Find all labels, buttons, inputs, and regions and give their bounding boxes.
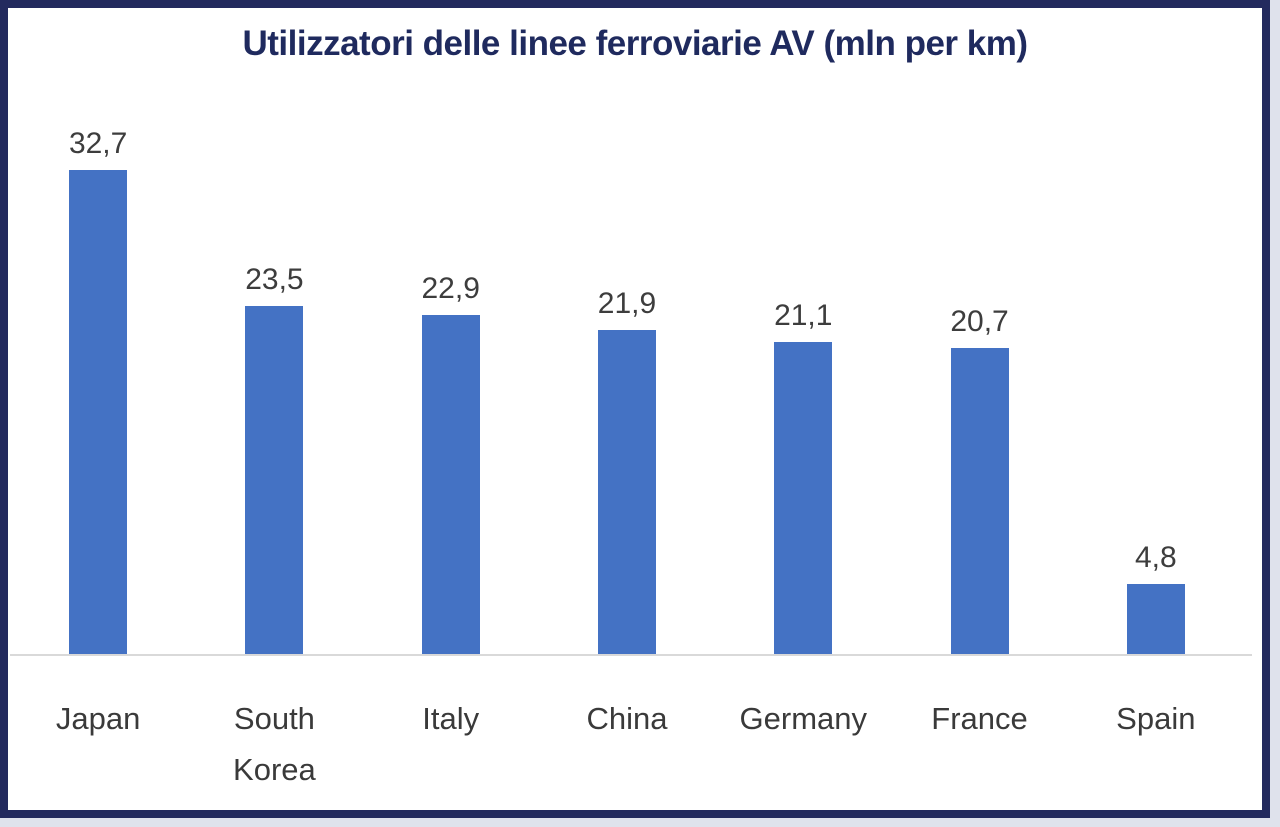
bar-japan [69,170,128,655]
page-background [0,818,1280,827]
bar-value-label: 32,7 [68,127,128,160]
category-labels-row: Japan South Korea Italy China Germany France S… [10,655,1244,795]
bar-germany [774,342,833,655]
bar-value-label: 21,9 [597,287,657,320]
bar-value-label: 22,9 [421,272,480,305]
category-column-france: France [891,655,1067,744]
bar-column-italy: 22,9 [363,98,539,655]
bar-value-label: 20,7 [950,305,1009,338]
bar-value-label: 21,1 [774,299,833,332]
bar-china [597,330,656,655]
bar-column-spain: 4,8 [1068,98,1244,655]
category-label: China [586,701,668,736]
category-label: France [931,701,1028,736]
category-column-italy: Italy [363,655,539,744]
bar-value-label: 23,5 [245,263,304,296]
bar-italy [421,315,480,655]
x-axis-line [10,654,1252,656]
bar-value-label: 4,8 [1134,541,1177,574]
chart-title: Utilizzatori delle linee ferroviarie AV … [242,24,1028,63]
bar-column-france: 20,7 [891,98,1067,655]
bar-column-south-korea: 23,5 [186,98,362,655]
category-label: South Korea [233,701,316,788]
category-label: Germany [739,701,867,736]
category-column-japan: Japan [10,655,186,744]
category-column-south-korea: South Korea [186,655,362,795]
category-label: Spain [1116,701,1196,736]
category-label: Italy [422,701,480,736]
bar-france [950,348,1009,655]
bars-row: 32,7 23,5 22,9 21,9 21,1 20,7 4,8 [10,98,1244,655]
category-column-spain: Spain [1068,655,1244,744]
bar-column-japan: 32,7 [10,98,186,655]
bar-south-korea [245,306,304,655]
category-label: Japan [55,701,141,736]
bar-column-germany: 21,1 [715,98,891,655]
bar-column-china: 21,9 [539,98,715,655]
category-column-china: China [539,655,715,744]
category-column-germany: Germany [715,655,891,744]
bar-spain [1126,584,1185,655]
